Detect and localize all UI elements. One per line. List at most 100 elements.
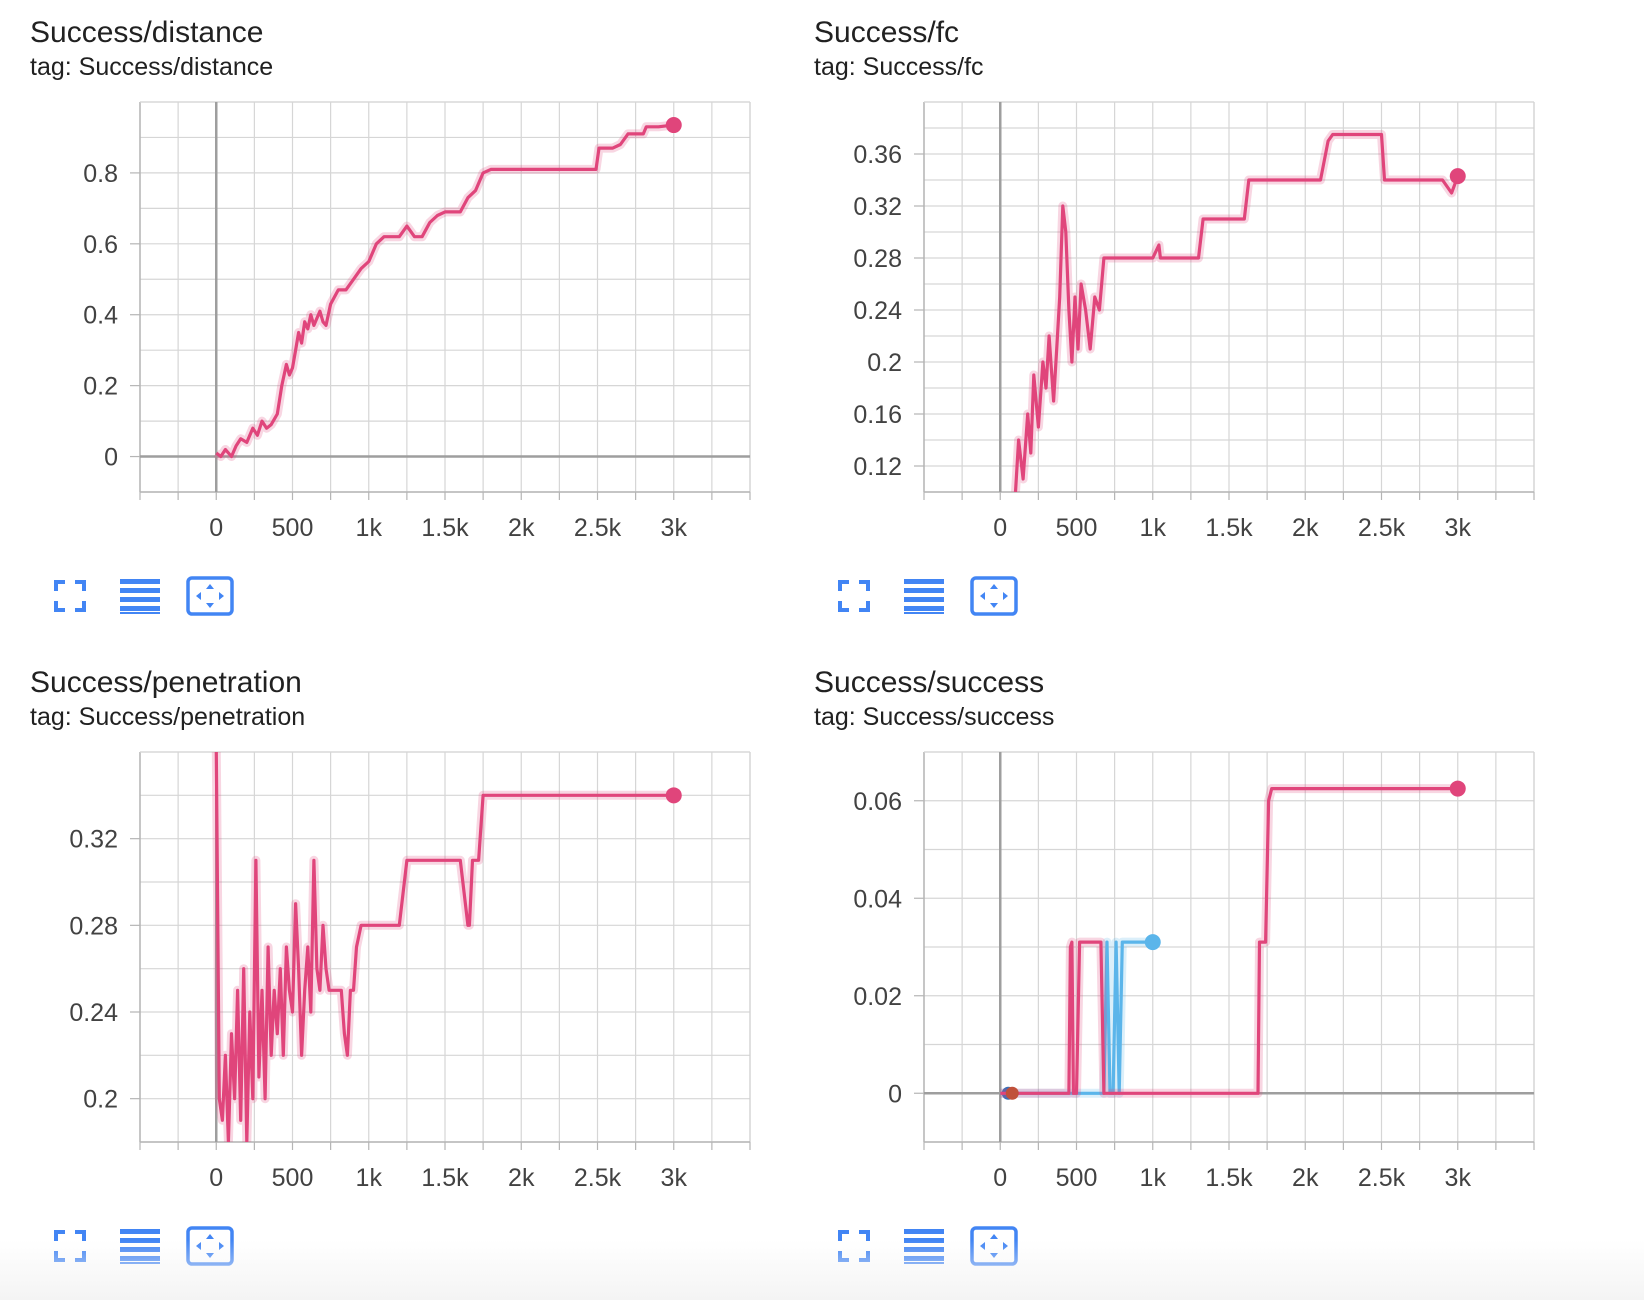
- x-tick-label: 2k: [508, 1164, 535, 1192]
- fit-domain-button[interactable]: [184, 1224, 236, 1268]
- list-lines-icon: [119, 577, 161, 615]
- fullscreen-icon: [837, 579, 871, 613]
- y-tick-label: 0.06: [853, 788, 902, 816]
- x-tick-label: 1.5k: [1205, 1164, 1253, 1192]
- x-tick-label: 2k: [1292, 514, 1319, 542]
- x-tick-label: 3k: [661, 1164, 688, 1192]
- fit-domain-button[interactable]: [968, 574, 1020, 618]
- grid: [923, 101, 1535, 493]
- x-tick-label: 1.5k: [421, 514, 469, 542]
- series-group: [1011, 130, 1463, 492]
- toggle-log-scale-button[interactable]: [898, 1224, 950, 1268]
- fullscreen-button[interactable]: [828, 574, 880, 618]
- chart-tag: tag: Success/penetration: [30, 703, 306, 731]
- x-tick-label: 500: [1056, 514, 1098, 542]
- series-line: [215, 123, 674, 459]
- fullscreen-button[interactable]: [44, 574, 96, 618]
- fit-domain-button[interactable]: [184, 574, 236, 618]
- y-tick-label: 0.6: [83, 231, 118, 259]
- y-tick-label: 0.36: [853, 141, 902, 169]
- chart-toolbar: [44, 574, 254, 618]
- x-tick-label: 2.5k: [574, 1164, 622, 1192]
- x-tick-label: 3k: [1445, 1164, 1472, 1192]
- fullscreen-button[interactable]: [828, 1224, 880, 1268]
- chart-title: Success/success: [814, 666, 1045, 699]
- line-chart[interactable]: 0 500 1k 1.5k 2k 2.5k 3k 0.12 0.16 0.2 0.24 0.28 0.3…: [814, 16, 1584, 576]
- fit-domain-button[interactable]: [968, 1224, 1020, 1268]
- chart-toolbar: [828, 1224, 1038, 1268]
- fit-domain-icon: [970, 1226, 1018, 1266]
- y-tick-label: 0.32: [853, 193, 902, 221]
- y-tick-label: 0.02: [853, 983, 902, 1011]
- list-lines-icon: [119, 1227, 161, 1265]
- fullscreen-icon: [837, 1229, 871, 1263]
- fit-domain-icon: [186, 576, 234, 616]
- fullscreen-icon: [53, 1229, 87, 1263]
- series-line: [1013, 132, 1460, 492]
- y-tick-label: 0.8: [83, 160, 118, 188]
- x-tick-label: 0: [993, 514, 1007, 542]
- chart-tag: tag: Success/fc: [814, 53, 984, 81]
- y-tick-label: 0.24: [69, 999, 118, 1027]
- y-tick-label: 0.16: [853, 401, 902, 429]
- y-tick-label: 0.32: [69, 826, 118, 854]
- x-tick-label: 2.5k: [1358, 514, 1406, 542]
- chart-toolbar: [828, 574, 1038, 618]
- y-tick-label: 0: [888, 1080, 902, 1108]
- series-group: [211, 752, 674, 1142]
- chart-title: Success/penetration: [30, 666, 302, 699]
- line-chart[interactable]: 0 500 1k 1.5k 2k 2.5k 3k 0 0.2 0.4 0.6 0.8: [30, 16, 800, 576]
- series-endpoint: [665, 117, 682, 134]
- chart-tag: tag: Success/distance: [30, 53, 274, 81]
- toggle-log-scale-button[interactable]: [114, 574, 166, 618]
- y-tick-label: 0.12: [853, 453, 902, 481]
- y-tick-label: 0: [104, 444, 118, 472]
- series-endpoint: [1144, 934, 1161, 951]
- y-tick-label: 0.2: [867, 349, 902, 377]
- x-tick-label: 1k: [1140, 514, 1167, 542]
- x-tick-label: 2k: [508, 514, 535, 542]
- x-tick-label: 500: [272, 514, 314, 542]
- x-tick-label: 1.5k: [1205, 514, 1253, 542]
- grid: [139, 101, 751, 493]
- x-tick-label: 0: [209, 1164, 223, 1192]
- chart-title: Success/fc: [814, 16, 960, 49]
- series-halo: [1011, 130, 1463, 492]
- x-tick-label: 500: [272, 1164, 314, 1192]
- y-tick-label: 0.28: [69, 912, 118, 940]
- series-endpoint: [1449, 168, 1466, 185]
- x-tick-label: 2k: [1292, 1164, 1319, 1192]
- x-tick-label: 3k: [1445, 514, 1472, 542]
- series-line: [1000, 787, 1458, 1095]
- fit-domain-icon: [970, 576, 1018, 616]
- chart-card-fc: Success/fc tag: Success/fc 0 500 1k 1.5k 2k 2…: [814, 16, 1584, 616]
- y-tick-label: 0.28: [853, 245, 902, 273]
- line-chart[interactable]: 0 500 1k 1.5k 2k 2.5k 3k 0 0.02 0.04 0.06: [814, 666, 1584, 1226]
- x-tick-label: 1k: [356, 514, 383, 542]
- x-tick-label: 2.5k: [1358, 1164, 1406, 1192]
- toggle-log-scale-button[interactable]: [114, 1224, 166, 1268]
- fullscreen-icon: [53, 579, 87, 613]
- line-chart[interactable]: 0 500 1k 1.5k 2k 2.5k 3k 0.2 0.24 0.28 0.32: [30, 666, 800, 1226]
- series-endpoint: [665, 787, 682, 804]
- series-startpoint: [1005, 1086, 1019, 1100]
- series-group: [1000, 784, 1458, 1098]
- chart-card-success: Success/success tag: Success/success 0 50…: [814, 666, 1584, 1266]
- y-tick-label: 0.24: [853, 297, 902, 325]
- fullscreen-button[interactable]: [44, 1224, 96, 1268]
- chart-toolbar: [44, 1224, 254, 1268]
- list-lines-icon: [903, 577, 945, 615]
- series-line: [214, 752, 674, 1142]
- y-tick-label: 0.4: [83, 302, 118, 330]
- grid: [923, 751, 1535, 1143]
- x-tick-label: 3k: [661, 514, 688, 542]
- series-endpoint: [1449, 780, 1466, 797]
- chart-tag: tag: Success/success: [814, 703, 1055, 731]
- list-lines-icon: [903, 1227, 945, 1265]
- chart-title: Success/distance: [30, 16, 264, 49]
- toggle-log-scale-button[interactable]: [898, 574, 950, 618]
- y-tick-label: 0.2: [83, 373, 118, 401]
- x-tick-label: 0: [993, 1164, 1007, 1192]
- y-tick-label: 0.04: [853, 885, 902, 913]
- y-tick-label: 0.2: [83, 1086, 118, 1114]
